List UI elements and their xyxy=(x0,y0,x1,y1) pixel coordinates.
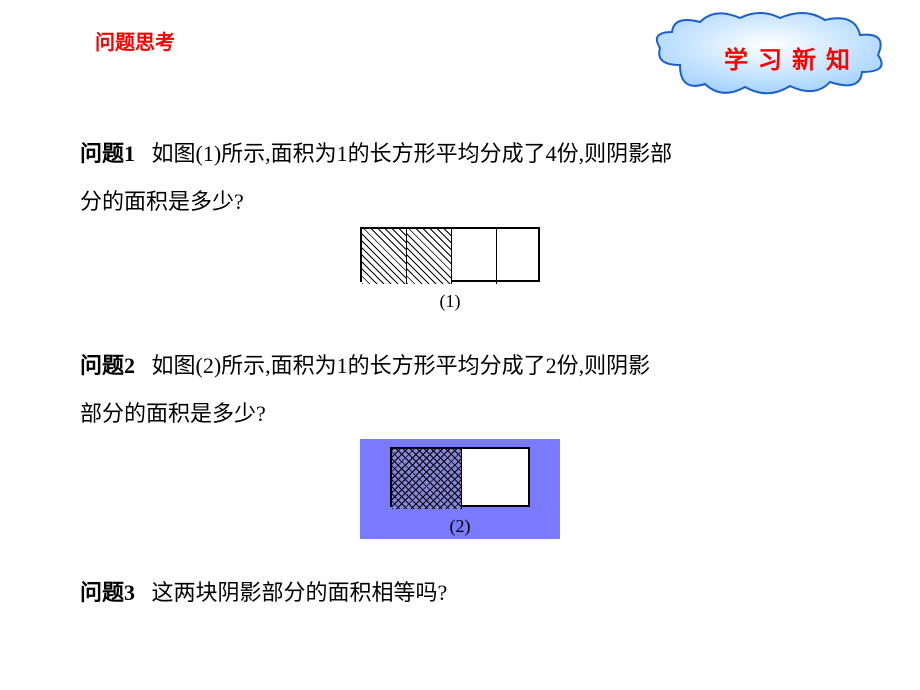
figure-2-rect xyxy=(390,447,530,507)
q1-label: 问题1 xyxy=(80,141,135,166)
fig1-part-empty xyxy=(362,284,407,339)
figure-2: (2) xyxy=(360,439,860,539)
fig1-part-empty xyxy=(452,229,497,284)
figure-1-rect xyxy=(360,227,540,282)
figure-1: (1) xyxy=(360,227,860,312)
fig1-part-shaded xyxy=(407,229,452,284)
q1-text-1: 如图(1)所示,面积为1的长方形平均分成了4份,则阴影部 xyxy=(152,141,673,166)
figure-2-panel: (2) xyxy=(360,439,560,539)
section-title: 问题思考 xyxy=(95,26,175,55)
q3-label: 问题3 xyxy=(80,580,135,605)
fig1-part-shaded xyxy=(362,229,407,284)
question-3: 问题3 这两块阴影部分的面积相等吗? xyxy=(80,569,860,617)
q2-text-2: 部分的面积是多少? xyxy=(80,401,266,426)
content-area: 问题1 如图(1)所示,面积为1的长方形平均分成了4份,则阴影部 分的面积是多少… xyxy=(80,130,860,627)
q1-text-2: 分的面积是多少? xyxy=(80,189,244,214)
fig2-part-shaded xyxy=(392,449,462,509)
question-1: 问题1 如图(1)所示,面积为1的长方形平均分成了4份,则阴影部 分的面积是多少… xyxy=(80,130,860,227)
cloud-text: 学习新知 xyxy=(724,40,860,75)
q2-text-1: 如图(2)所示,面积为1的长方形平均分成了2份,则阴影 xyxy=(152,353,651,378)
q3-text: 这两块阴影部分的面积相等吗? xyxy=(152,580,448,605)
question-2: 问题2 如图(2)所示,面积为1的长方形平均分成了2份,则阴影 部分的面积是多少… xyxy=(80,342,860,439)
fig2-part-empty xyxy=(392,509,462,569)
q2-label: 问题2 xyxy=(80,353,135,378)
